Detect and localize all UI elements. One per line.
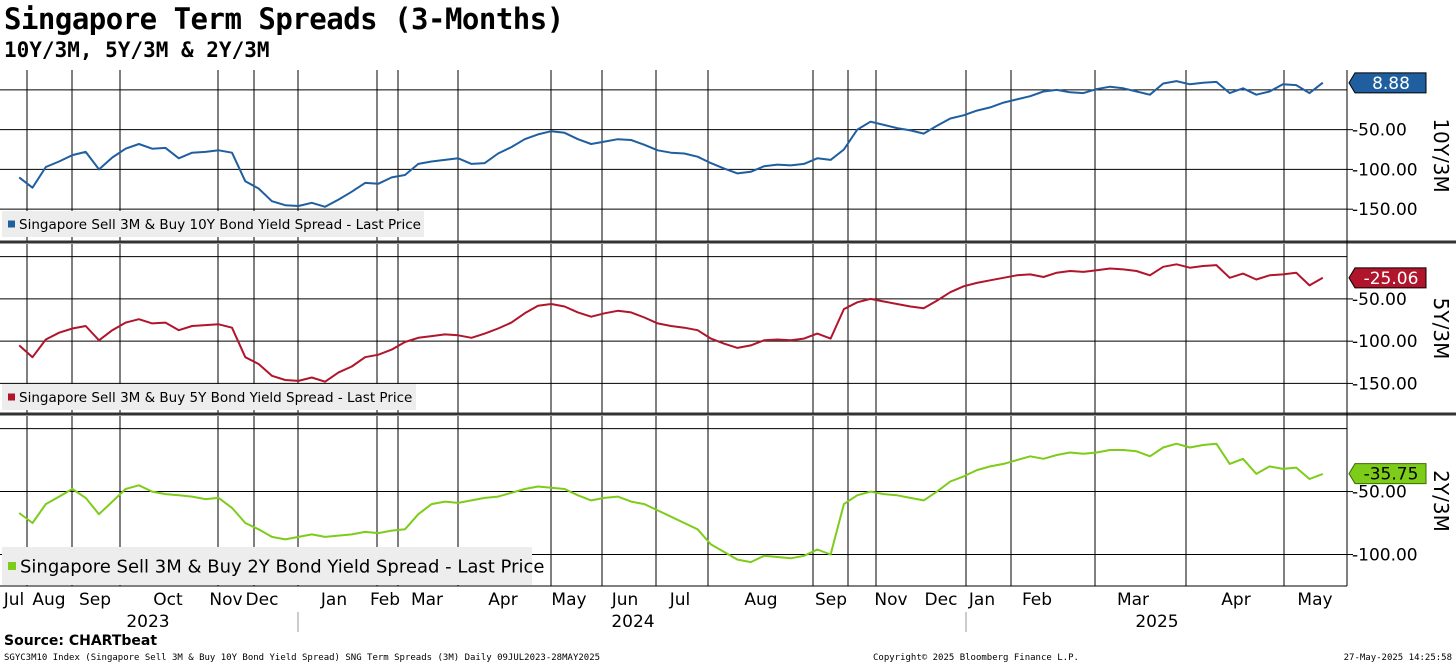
x-tick-label: Aug: [744, 590, 777, 610]
series-line-5y-3m: [18, 263, 1324, 383]
x-tick-label: Dec: [925, 590, 958, 610]
y-tick-label: -100.00: [1352, 332, 1418, 352]
legend-label: Singapore Sell 3M & Buy 10Y Bond Yield S…: [19, 217, 421, 233]
legend-swatch: [8, 393, 15, 401]
y-tick-label: -50.00: [1352, 121, 1407, 141]
chart-subtitle: 10Y/3M, 5Y/3M & 2Y/3M: [4, 38, 270, 62]
x-tick-label: Oct: [153, 590, 183, 610]
series-line-10y-3m: [18, 80, 1324, 208]
x-tick-label: Sep: [79, 590, 111, 610]
footer-index-description: SGYC3M10 Index (Singapore Sell 3M & Buy …: [4, 653, 601, 663]
panel-separator: [0, 412, 1456, 416]
legend-box: [2, 547, 532, 585]
panel-5y-3m: -50.00 -100.00 -150.00 5Y/3M -25.06 Singapore…: [0, 244, 1453, 413]
axis-title-2y-3m: 2Y/3M: [1429, 470, 1453, 532]
x-year-label: 2023: [126, 612, 169, 632]
y-tick-label: -100.00: [1352, 546, 1418, 566]
x-tick-label: May: [1297, 590, 1332, 610]
series-line-2y-3m: [18, 442, 1324, 564]
x-tick-label: Apr: [1221, 590, 1250, 610]
legend-swatch: [8, 562, 16, 570]
last-value-label: 8.88: [1372, 74, 1410, 94]
axis-title-5y-3m: 5Y/3M: [1429, 298, 1453, 360]
panel-separator: [0, 240, 1456, 244]
x-tick-label: Jan: [320, 590, 347, 610]
source-note: Source: CHARTbeat: [4, 633, 158, 649]
last-value-badge: [1348, 72, 1427, 94]
x-tick-label: Nov: [209, 590, 242, 610]
y-tick-label: -150.00: [1352, 374, 1418, 394]
x-tick-label: Apr: [488, 590, 517, 610]
last-value-label: -25.06: [1364, 269, 1419, 289]
chart-title: Singapore Term Spreads (3-Months): [4, 2, 564, 36]
x-tick-label: Jun: [611, 590, 639, 610]
legend-swatch: [8, 220, 15, 228]
x-tick-label: Nov: [874, 590, 907, 610]
x-tick-label: Feb: [370, 590, 400, 610]
footer-copyright: Copyright© 2025 Bloomberg Finance L.P.: [873, 653, 1079, 663]
y-tick-label: -150.00: [1352, 200, 1418, 220]
last-value-badge: [1348, 267, 1427, 289]
x-tick-label: Jan: [968, 590, 995, 610]
x-tick-label: Aug: [32, 590, 65, 610]
panel-10y-3m: -50.00 -100.00 -150.00 10Y/3M 8.88 Singapore …: [0, 70, 1453, 241]
x-tick-label: Jul: [669, 590, 691, 610]
y-tick-label: -50.00: [1352, 483, 1407, 503]
last-value-badge: [1348, 463, 1427, 485]
footer-timestamp: 27-May-2025 14:25:58: [1343, 653, 1452, 663]
axis-title-10y-3m: 10Y/3M: [1429, 118, 1453, 192]
panel-2y-3m: -50.00 -100.00 2Y/3M -35.75 Singapore Sell 3…: [0, 416, 1453, 586]
x-tick-label: Sep: [815, 590, 847, 610]
x-year-label: 2025: [1135, 612, 1178, 632]
y-tick-label: -100.00: [1352, 160, 1418, 180]
x-tick-label: Feb: [1022, 590, 1052, 610]
x-tick-label: Mar: [1117, 590, 1149, 610]
last-value-label: -35.75: [1364, 465, 1419, 485]
legend-box: [2, 211, 424, 237]
x-tick-label: May: [551, 590, 586, 610]
x-year-label: 2024: [611, 612, 654, 632]
legend-box: [2, 384, 416, 410]
y-tick-label: -50.00: [1352, 290, 1407, 310]
x-tick-label: Dec: [246, 590, 279, 610]
x-tick-label: Mar: [411, 590, 443, 610]
legend-label: Singapore Sell 3M & Buy 5Y Bond Yield Sp…: [19, 390, 412, 406]
legend-label: Singapore Sell 3M & Buy 2Y Bond Yield Sp…: [20, 556, 544, 577]
x-tick-label: Jul: [3, 590, 25, 610]
